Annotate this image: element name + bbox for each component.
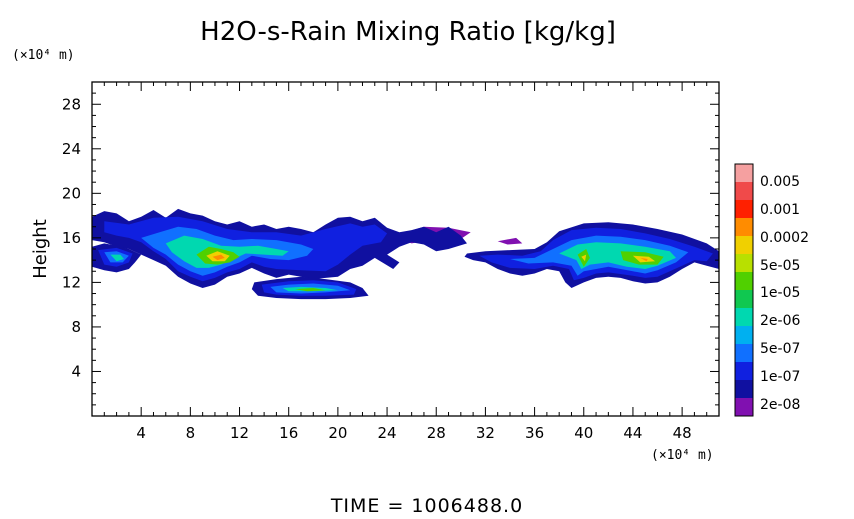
colorbar-label: 0.0002 (760, 230, 809, 246)
colorbar-swatch (735, 398, 753, 417)
colorbar-swatch (735, 344, 753, 363)
y-tick-label: 20 (62, 184, 81, 202)
colorbar-label: 1e-07 (760, 369, 800, 385)
colorbar-swatch (735, 326, 753, 345)
y-axis-label: Height (30, 219, 51, 279)
y-tick-label: 12 (62, 273, 81, 291)
x-tick-label: 36 (525, 424, 544, 442)
x-tick-label: 8 (186, 424, 196, 442)
rain-region-level-5 (110, 254, 124, 262)
colorbar-swatch (735, 290, 753, 309)
colorbar-swatch (735, 362, 753, 381)
rain-region-level-7 (294, 288, 326, 292)
colorbar-swatch (735, 272, 753, 291)
x-tick-label: 4 (136, 424, 146, 442)
colorbar-label: 0.001 (760, 202, 800, 218)
y-tick-label: 4 (71, 362, 81, 380)
x-tick-label: 40 (574, 424, 593, 442)
colorbar-swatch (735, 380, 753, 399)
y-tick-labels: 4 8 12 16 20 24 28 (62, 95, 81, 380)
rain-region-level-10 (212, 254, 225, 261)
colorbar-swatch (735, 254, 753, 273)
colorbar (734, 163, 754, 417)
x-tick-label: 28 (427, 424, 446, 442)
y-tick-label: 16 (62, 229, 81, 247)
x-tick-label: 48 (673, 424, 692, 442)
x-tick-labels: 4 8 12 16 20 24 28 32 36 40 44 48 (136, 424, 691, 442)
colorbar-swatch (735, 236, 753, 255)
x-tick-label: 20 (328, 424, 347, 442)
colorbar-label: 5e-05 (760, 258, 800, 274)
time-label: TIME = 1006488.0 (330, 495, 523, 517)
rain-region-level-9 (581, 254, 587, 262)
colorbar-swatch (735, 182, 753, 201)
colorbar-frame (734, 163, 754, 417)
y-tick-label: 24 (62, 140, 81, 158)
colorbar-labels: 0.005 0.001 0.0002 5e-05 1e-05 2e-06 5e-07 1e-0… (760, 174, 809, 413)
colorbar-swatch (735, 164, 753, 183)
x-axis-unit: (×10⁴ m) (651, 448, 714, 463)
x-tick-label: 44 (623, 424, 642, 442)
axis-ticks (92, 82, 719, 416)
colorbar-swatch (735, 200, 753, 219)
y-tick-label: 8 (71, 318, 81, 336)
colorbar-label: 1e-05 (760, 285, 800, 301)
colorbar-label: 2e-06 (760, 313, 800, 329)
y-tick-label: 28 (62, 95, 81, 113)
x-tick-label: 32 (476, 424, 495, 442)
colorbar-swatch (735, 218, 753, 237)
y-axis-unit: (×10⁴ m) (12, 48, 75, 63)
colorbar-swatch (735, 308, 753, 327)
colorbar-label: 2e-08 (760, 397, 800, 413)
rain-region-level-10 (640, 257, 648, 262)
rain-region-level-0 (497, 237, 523, 245)
rain-field (92, 208, 719, 300)
colorbar-label: 0.005 (760, 174, 800, 190)
x-tick-label: 16 (279, 424, 298, 442)
colorbar-label: 5e-07 (760, 341, 800, 357)
x-tick-label: 12 (230, 424, 249, 442)
chart-title: H2O-s-Rain Mixing Ratio [kg/kg] (200, 17, 616, 47)
x-tick-label: 24 (378, 424, 397, 442)
